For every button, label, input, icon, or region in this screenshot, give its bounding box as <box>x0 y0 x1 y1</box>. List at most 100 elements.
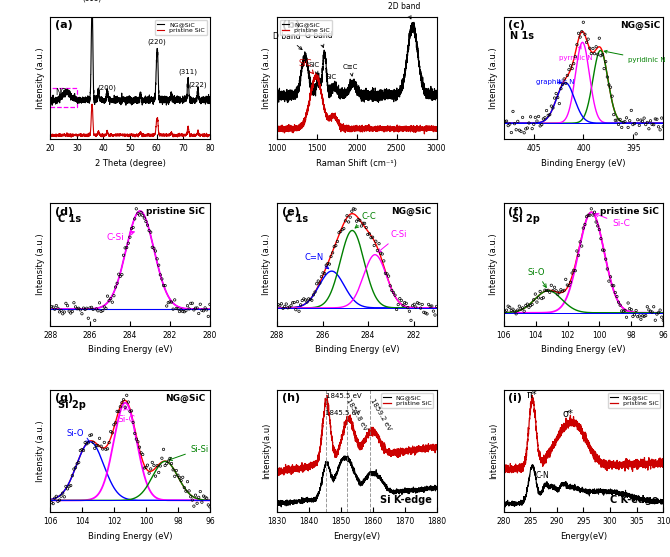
Point <box>377 250 387 258</box>
Text: (h): (h) <box>282 393 300 403</box>
pristine SiC <box>312 70 320 76</box>
pristine SiC <box>291 124 299 131</box>
Point <box>345 213 356 222</box>
Point <box>580 30 590 39</box>
Text: C-C: C-C <box>355 212 376 228</box>
Point <box>295 300 306 309</box>
Point <box>182 477 193 486</box>
Point <box>153 261 164 270</box>
Point <box>186 299 196 308</box>
Point <box>142 221 153 229</box>
pristine SiC <box>428 444 436 451</box>
Point <box>599 64 610 73</box>
Point <box>636 116 647 125</box>
Point <box>371 237 381 246</box>
Point <box>276 299 287 308</box>
Point <box>289 298 299 307</box>
Point <box>576 242 587 251</box>
Point <box>622 123 633 132</box>
NG@SiC <box>659 498 667 505</box>
Text: NG@SiC: NG@SiC <box>391 207 431 216</box>
Point <box>54 496 65 505</box>
Text: (b): (b) <box>282 21 300 31</box>
X-axis label: Binding Energy (eV): Binding Energy (eV) <box>541 159 626 168</box>
Point <box>100 304 111 313</box>
Point <box>591 42 602 51</box>
Point <box>604 80 614 89</box>
Point <box>568 266 579 275</box>
Point <box>198 306 209 315</box>
Point <box>607 92 618 101</box>
Point <box>637 117 648 126</box>
Point <box>501 306 512 315</box>
Point <box>104 296 115 305</box>
Point <box>75 305 86 314</box>
NG@SiC <box>341 89 349 96</box>
Point <box>100 445 111 454</box>
Point <box>403 303 413 312</box>
Point <box>322 259 333 268</box>
Point <box>151 461 162 470</box>
Text: SiC: SiC <box>298 59 314 74</box>
Point <box>126 224 137 233</box>
pristine SiC <box>429 123 438 129</box>
Point <box>620 306 630 315</box>
Point <box>645 116 656 125</box>
Point <box>513 117 523 126</box>
Point <box>658 316 669 325</box>
pristine SiC <box>275 472 283 479</box>
Point <box>168 305 178 314</box>
Point <box>509 119 520 128</box>
Point <box>615 115 626 124</box>
Point <box>576 27 587 36</box>
Point <box>120 403 131 412</box>
Point <box>99 302 110 311</box>
Point <box>134 443 145 452</box>
pristine SiC <box>346 418 354 425</box>
Point <box>110 418 121 427</box>
Point <box>578 18 589 27</box>
X-axis label: Binding Energy (eV): Binding Energy (eV) <box>88 532 172 541</box>
Point <box>398 301 409 310</box>
Point <box>102 444 113 453</box>
NG@SiC <box>277 504 285 510</box>
Point <box>552 93 563 102</box>
Point <box>91 441 102 450</box>
Point <box>588 211 598 219</box>
Point <box>388 288 399 297</box>
Point <box>68 465 79 473</box>
pristine SiC <box>626 457 634 463</box>
Point <box>420 309 431 317</box>
Text: Si K-edge: Si K-edge <box>380 495 431 505</box>
Point <box>632 312 643 321</box>
Point <box>62 485 73 494</box>
Point <box>552 290 563 299</box>
Point <box>279 302 290 311</box>
Point <box>393 300 403 309</box>
Text: (i): (i) <box>509 393 523 403</box>
Point <box>616 306 627 315</box>
Point <box>157 275 168 284</box>
NG@SiC <box>48 102 56 109</box>
Point <box>141 217 151 226</box>
X-axis label: Raman Shift (cm⁻¹): Raman Shift (cm⁻¹) <box>316 159 397 168</box>
Point <box>630 306 641 315</box>
Point <box>653 123 664 131</box>
Point <box>186 492 196 501</box>
X-axis label: Energy(eV): Energy(eV) <box>560 532 607 541</box>
Point <box>283 304 293 312</box>
Point <box>58 309 68 318</box>
Point <box>644 124 655 133</box>
pristine SiC <box>120 133 128 139</box>
Point <box>86 303 97 312</box>
Point <box>202 305 212 314</box>
Point <box>636 315 647 324</box>
pristine SiC <box>323 392 331 399</box>
Point <box>533 294 544 302</box>
Point <box>628 120 639 129</box>
Point <box>547 286 558 295</box>
Point <box>149 244 159 253</box>
Point <box>184 486 194 495</box>
Point <box>429 311 440 320</box>
Point <box>568 59 579 68</box>
